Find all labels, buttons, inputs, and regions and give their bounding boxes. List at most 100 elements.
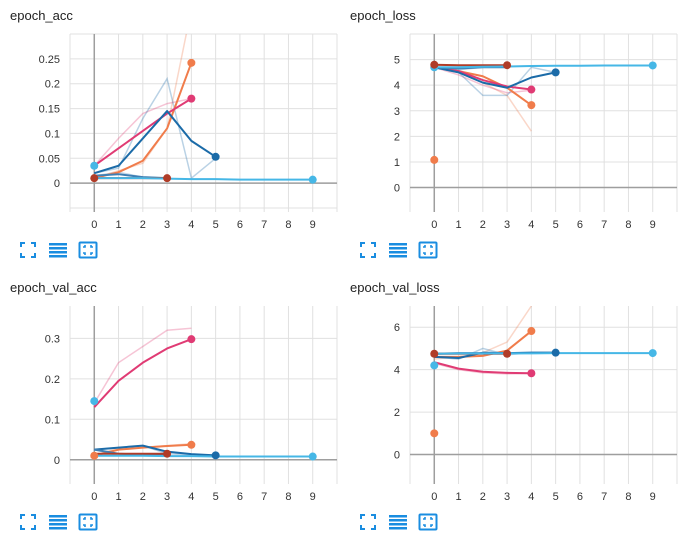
series-endpoint-marker[interactable] xyxy=(430,60,439,69)
series-endpoint-marker[interactable] xyxy=(527,369,536,378)
x-tick-label: 8 xyxy=(625,219,631,231)
plot-epoch-val-loss[interactable]: 0 1 2 3 4 5 6 7 8 9 0 2 4 6 xyxy=(340,272,687,512)
x-tick-label: 4 xyxy=(528,491,534,503)
series-endpoint-marker[interactable] xyxy=(430,155,439,164)
x-tick-label: 8 xyxy=(285,219,291,231)
y-tick-label: 5 xyxy=(394,55,400,67)
series-endpoint-marker[interactable] xyxy=(430,429,439,438)
x-tick-label: 2 xyxy=(480,219,486,231)
series-line[interactable] xyxy=(94,444,216,457)
fullscreen-icon[interactable] xyxy=(18,512,38,532)
x-tick-label: 5 xyxy=(553,491,559,503)
series-endpoint-marker[interactable] xyxy=(308,175,317,184)
series-endpoint-marker[interactable] xyxy=(90,174,99,183)
series-endpoint-marker[interactable] xyxy=(503,61,512,70)
x-tick-label: 3 xyxy=(504,491,510,503)
fit-domain-icon[interactable] xyxy=(78,512,98,532)
series-raw-line xyxy=(93,327,192,404)
x-tick-label: 9 xyxy=(310,491,316,503)
x-tick-label: 6 xyxy=(577,219,583,231)
series-line[interactable] xyxy=(434,361,532,375)
series-line[interactable] xyxy=(94,454,313,458)
series-endpoint-marker[interactable] xyxy=(308,452,317,461)
fullscreen-icon[interactable] xyxy=(18,240,38,260)
fullscreen-icon[interactable] xyxy=(358,512,378,532)
series-endpoint-marker[interactable] xyxy=(551,68,560,77)
series-endpoint-marker[interactable] xyxy=(187,94,196,103)
series-endpoint-marker[interactable] xyxy=(163,449,172,458)
series-line[interactable] xyxy=(93,338,192,408)
series-endpoint-marker[interactable] xyxy=(648,61,657,70)
data-table-icon[interactable] xyxy=(48,240,68,260)
x-tick-label: 8 xyxy=(285,491,291,503)
x-tick-label: 0 xyxy=(91,491,97,503)
series-endpoint-marker[interactable] xyxy=(648,349,657,358)
fit-domain-icon[interactable] xyxy=(418,240,438,260)
y-tick-label: 0.25 xyxy=(39,54,60,66)
series-endpoint-marker[interactable] xyxy=(211,451,220,460)
x-tick-label: 0 xyxy=(431,219,437,231)
x-tick-label: 9 xyxy=(650,491,656,503)
series-line[interactable] xyxy=(434,64,653,69)
fullscreen-icon[interactable] xyxy=(358,240,378,260)
chart-toolbar xyxy=(358,512,438,532)
series-line[interactable] xyxy=(434,63,508,67)
x-tick-label: 2 xyxy=(140,491,146,503)
x-tick-label: 3 xyxy=(164,491,170,503)
fit-domain-icon[interactable] xyxy=(78,240,98,260)
y-tick-label: 2 xyxy=(394,407,400,419)
y-tick-label: 0.1 xyxy=(45,128,60,140)
series-endpoint-marker[interactable] xyxy=(211,152,220,161)
series-line[interactable] xyxy=(93,110,217,175)
plot-epoch-val-acc[interactable]: 0 1 2 3 4 5 6 7 8 9 0 0.1 0.2 0.3 xyxy=(0,272,347,512)
y-tick-label: 1 xyxy=(394,157,400,169)
y-tick-label: 0.2 xyxy=(45,374,60,386)
y-tick-label: 4 xyxy=(394,80,400,92)
x-tick-label: 5 xyxy=(213,219,219,231)
plot-epoch-acc[interactable]: 0 1 2 3 4 5 6 7 8 9 0 0.05 0.1 0.15 0.2 0.25 xyxy=(0,0,347,240)
series-endpoint-marker[interactable] xyxy=(430,361,439,370)
series-endpoint-marker[interactable] xyxy=(163,174,172,183)
x-tick-label: 4 xyxy=(188,491,194,503)
series-line[interactable] xyxy=(434,352,653,355)
series-endpoint-marker[interactable] xyxy=(90,397,99,406)
x-tick-label: 1 xyxy=(455,219,461,231)
data-table-icon[interactable] xyxy=(388,240,408,260)
series-endpoint-marker[interactable] xyxy=(527,327,536,336)
series-line[interactable] xyxy=(434,66,556,89)
series-endpoint-marker[interactable] xyxy=(430,349,439,358)
y-tick-label: 2 xyxy=(394,131,400,143)
plot-epoch-loss[interactable]: 0 1 2 3 4 5 6 7 8 9 0 1 2 3 4 5 xyxy=(340,0,687,240)
fit-domain-icon[interactable] xyxy=(418,512,438,532)
x-tick-label: 0 xyxy=(431,491,437,503)
x-tick-label: 3 xyxy=(504,219,510,231)
series-line[interactable] xyxy=(94,177,313,181)
x-tick-label: 0 xyxy=(91,219,97,231)
series-line[interactable] xyxy=(93,97,192,167)
chart-title: epoch_loss xyxy=(350,8,416,23)
x-tick-label: 1 xyxy=(115,219,121,231)
y-tick-label: 0 xyxy=(54,455,60,467)
series-endpoint-marker[interactable] xyxy=(187,58,196,67)
series-endpoint-marker[interactable] xyxy=(90,161,99,170)
series-endpoint-marker[interactable] xyxy=(527,101,536,110)
panel-epoch-val-loss: epoch_val_loss 0 1 2 3 4 5 6 7 8 9 0 2 4 6 xyxy=(340,272,687,544)
data-table-icon[interactable] xyxy=(388,512,408,532)
series-endpoint-marker[interactable] xyxy=(187,440,196,449)
series-endpoint-marker[interactable] xyxy=(551,348,560,357)
y-tick-label: 0.2 xyxy=(45,79,60,91)
series-endpoint-marker[interactable] xyxy=(90,451,99,460)
x-tick-label: 6 xyxy=(237,491,243,503)
series-endpoint-marker[interactable] xyxy=(187,335,196,344)
x-tick-label: 4 xyxy=(188,219,194,231)
x-tick-label: 5 xyxy=(213,491,219,503)
y-tick-label: 6 xyxy=(394,322,400,334)
x-tick-label: 5 xyxy=(553,219,559,231)
x-tick-label: 3 xyxy=(164,219,170,231)
series-endpoint-marker[interactable] xyxy=(503,349,512,358)
series-endpoint-marker[interactable] xyxy=(527,85,536,94)
x-tick-label: 6 xyxy=(237,219,243,231)
panel-epoch-acc: epoch_acc 0 1 2 3 4 5 6 7 8 9 0 0.05 0.1 0.15 0.2 0.25 xyxy=(0,0,347,272)
data-table-icon[interactable] xyxy=(48,512,68,532)
y-tick-label: 4 xyxy=(394,365,400,377)
